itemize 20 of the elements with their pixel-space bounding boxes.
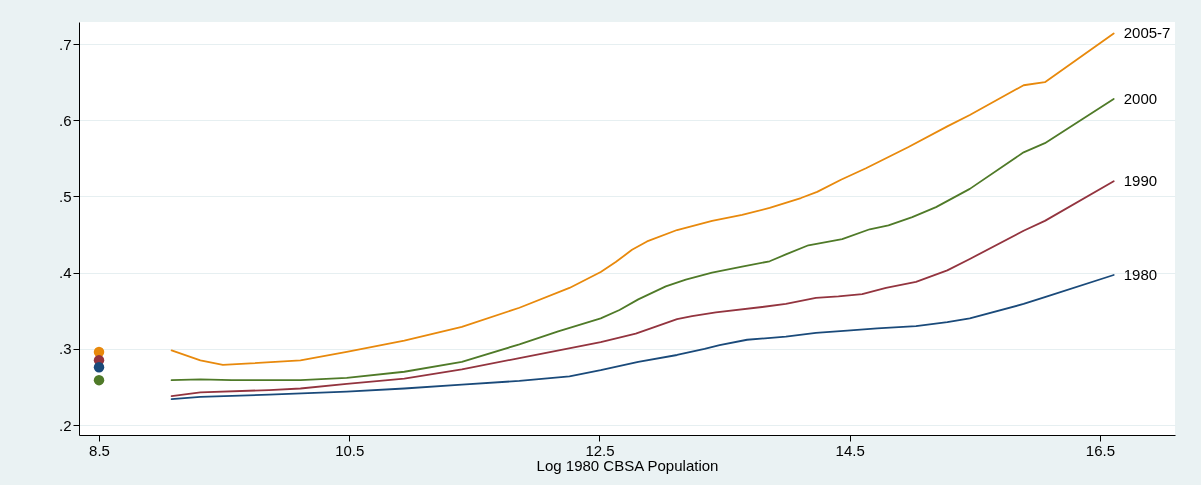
series-label: 2005-7 <box>1123 24 1171 42</box>
line-series <box>170 274 1115 401</box>
x-axis-title: Log 1980 CBSA Population <box>536 456 719 474</box>
y-tick-label: .2 <box>58 416 72 434</box>
x-tick-label: 14.5 <box>835 441 865 459</box>
line-series <box>170 32 1115 366</box>
x-tick-label: 8.5 <box>89 441 110 459</box>
y-tick-label: .6 <box>58 111 72 129</box>
series-label: 1990 <box>1123 172 1158 190</box>
x-tick-label: 12.5 <box>585 441 615 459</box>
y-tick-label: .5 <box>58 188 72 205</box>
series-label: 2000 <box>1123 89 1158 107</box>
y-tick-label: .3 <box>58 340 72 358</box>
x-tick-label: 16.5 <box>1085 441 1116 459</box>
line-series <box>170 180 1115 398</box>
y-tick-label: .7 <box>58 35 72 53</box>
x-tick-label: 10.5 <box>335 441 365 459</box>
y-tick-label: .4 <box>58 264 72 282</box>
series-label: 1980 <box>1123 265 1158 283</box>
line-series <box>170 98 1115 382</box>
